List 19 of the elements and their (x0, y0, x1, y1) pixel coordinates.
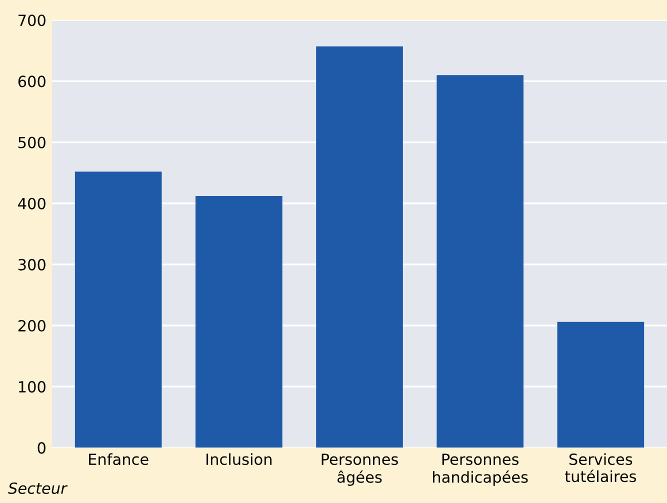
x-axis-title: Secteur (8, 482, 68, 494)
y-tick-label: 400 (18, 198, 46, 210)
bar (74, 172, 162, 448)
x-tick-label: Services tutélaires (564, 453, 636, 482)
bar (316, 46, 403, 448)
bar (436, 75, 524, 448)
y-tick-label: 0 (38, 442, 46, 454)
y-tick-label: 100 (18, 381, 46, 393)
x-tick-label: Personnes âgées (322, 454, 398, 486)
y-tick-label: 500 (18, 136, 46, 148)
x-tick-label: Inclusion (206, 453, 272, 466)
y-tick-label: 600 (18, 76, 46, 88)
y-tick-label: 300 (18, 258, 46, 270)
bar (196, 196, 282, 448)
y-tick-label: 200 (18, 320, 46, 332)
x-tick-label: Enfance (89, 453, 148, 466)
y-tick-label: 700 (18, 14, 46, 26)
x-tick-label: Personnes handicapées (433, 454, 528, 486)
bar (557, 322, 644, 448)
